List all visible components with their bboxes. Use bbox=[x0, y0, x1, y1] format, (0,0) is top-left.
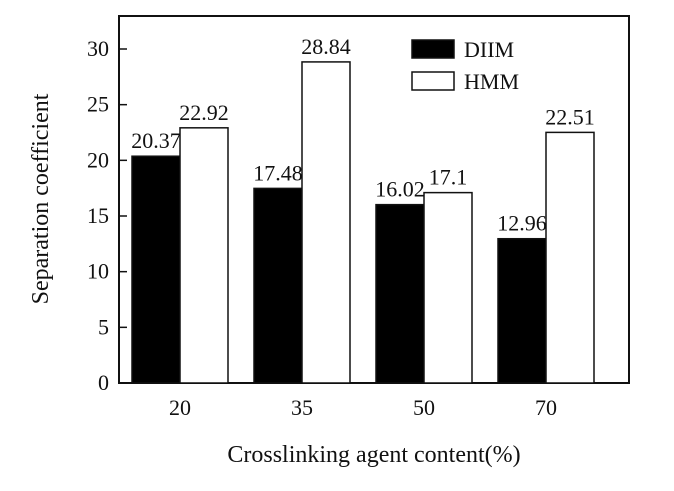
data-label-diim-70: 12.96 bbox=[497, 211, 547, 236]
y-axis: 0 5 10 15 20 25 30 bbox=[87, 36, 127, 395]
x-tick-label: 35 bbox=[291, 395, 313, 420]
data-label-hmm-70: 22.51 bbox=[545, 104, 595, 129]
y-tick-label: 0 bbox=[98, 370, 109, 395]
data-label-diim-35: 17.48 bbox=[253, 160, 303, 185]
legend-label-hmm: HMM bbox=[464, 69, 519, 94]
data-label-diim-20: 20.37 bbox=[131, 128, 181, 153]
x-tick-label: 50 bbox=[413, 395, 435, 420]
legend: DIIM HMM bbox=[411, 37, 519, 94]
bar-diim-35 bbox=[253, 187, 303, 384]
bar-diim-20 bbox=[131, 155, 181, 384]
x-axis-title: Crosslinking agent content(%) bbox=[227, 442, 520, 468]
bar-hmm-50 bbox=[423, 191, 473, 384]
x-axis: 20 35 50 70 bbox=[169, 375, 557, 420]
plot-area-frame bbox=[118, 15, 630, 384]
data-label-hmm-50: 17.1 bbox=[429, 165, 468, 190]
bar-hmm-70 bbox=[545, 131, 595, 384]
x-tick-label: 20 bbox=[169, 395, 191, 420]
data-label-diim-50: 16.02 bbox=[375, 177, 425, 202]
y-tick-label: 30 bbox=[87, 36, 109, 61]
y-axis-title: Separation coefficient bbox=[28, 93, 54, 304]
y-tick-label: 5 bbox=[98, 314, 109, 339]
data-labels: 20.37 22.92 17.48 28.84 16.02 17.1 12.96 22.51 bbox=[131, 34, 595, 236]
legend-swatch-diim bbox=[411, 39, 455, 59]
legend-swatch-hmm bbox=[411, 71, 455, 91]
bar-hmm-35 bbox=[301, 61, 351, 384]
y-tick-label: 20 bbox=[87, 147, 109, 172]
y-tick-label: 25 bbox=[87, 92, 109, 117]
bar-diim-70 bbox=[497, 237, 547, 384]
bar-hmm-20 bbox=[179, 127, 229, 384]
x-tick-label: 70 bbox=[535, 395, 557, 420]
bars bbox=[131, 61, 595, 384]
y-tick-label: 15 bbox=[87, 203, 109, 228]
data-label-hmm-20: 22.92 bbox=[179, 100, 229, 125]
legend-label-diim: DIIM bbox=[464, 37, 514, 62]
data-label-hmm-35: 28.84 bbox=[301, 34, 351, 59]
y-tick-label: 10 bbox=[87, 259, 109, 284]
bar-diim-50 bbox=[375, 203, 425, 384]
